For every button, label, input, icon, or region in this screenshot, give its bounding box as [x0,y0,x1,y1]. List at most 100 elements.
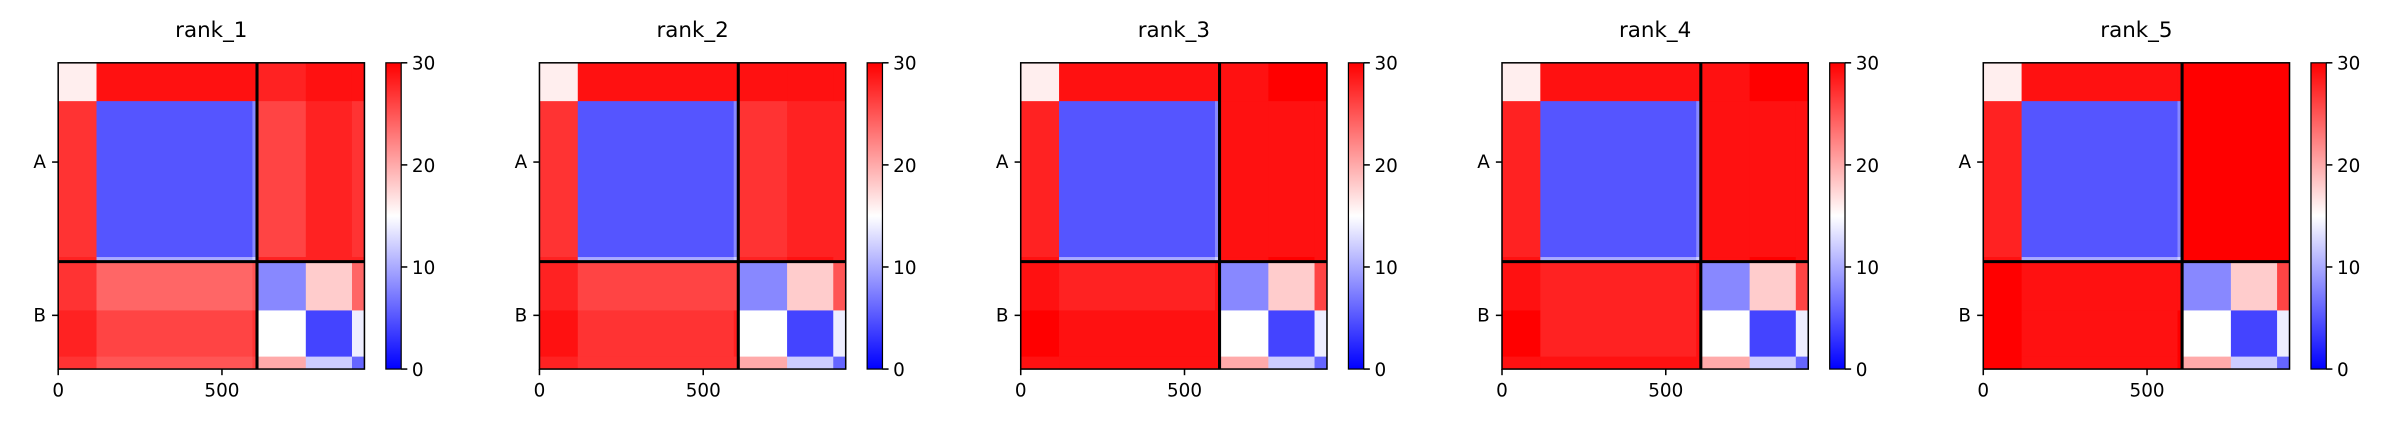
heatmap-cell [2177,101,2183,258]
heatmap-cell [1795,261,1809,311]
heatmap-cell [1214,101,1221,258]
heatmap-cell [787,261,834,311]
panel: rank_5 0 500 A B 0 10 20 30 [1958,18,2360,402]
x-tick-label: 500 [204,381,239,402]
heatmap-cell [2182,101,2232,258]
heatmap-cell [1983,356,2023,370]
axes-frame [1982,62,2291,370]
heatmap-cell [577,62,735,102]
heatmap-cell [733,257,739,263]
colorbar-tick-label: 30 [412,54,435,75]
heatmap-cell [2021,62,2178,102]
heatmap-cell [1268,310,1315,358]
heatmap-cell [1983,101,2023,258]
heatmap-cell [1214,257,1221,263]
y-tick-label: B [996,305,1009,326]
heatmap-cell [96,257,253,263]
heatmap-cell [2182,62,2232,102]
heatmap-cell [1219,261,1269,311]
heatmap-cell [2021,261,2178,311]
heatmap-cell [1268,62,1315,102]
panel-title: rank_1 [175,18,247,43]
heatmap-cell [733,62,739,102]
heatmap-cell [577,261,735,311]
heatmap-cell [1219,101,1269,258]
heatmap-cell [738,101,788,258]
heatmap-cell [2277,261,2290,311]
colorbar-tick-label: 0 [893,360,905,381]
heatmap-cell [2230,101,2278,258]
heatmap-cell [787,310,834,358]
colorbar-tick-label: 10 [2337,258,2360,279]
heatmap-cell [1749,257,1797,263]
heatmap-cell [1696,356,1702,370]
heatmap-cell [833,101,847,258]
heatmap-cell [1214,261,1221,311]
heatmap-cell [733,101,739,258]
panel: rank_2 0 500 A B 0 10 20 30 [515,18,917,402]
heatmap-cell [257,310,307,358]
heatmap-cell [539,257,579,263]
heatmap-cell [1540,257,1697,263]
heatmap-cell [96,62,253,102]
heatmap-cell [2021,310,2178,358]
heatmap-cell [305,257,353,263]
heatmap-cell [305,261,353,311]
heatmap-cell [1314,257,1328,263]
heatmap-cell [1020,62,1060,102]
heatmap-cell [1540,261,1697,311]
heatmap-cell [252,101,258,258]
panel: rank_3 0 500 A B 0 10 20 30 [996,18,1398,402]
heatmap-cell [2177,62,2183,102]
heatmap-cell [787,101,834,258]
heatmap-cell [305,356,353,370]
heatmap-cell [1502,62,1541,102]
heatmap-cell [577,356,735,370]
heatmap-cell [2182,261,2232,311]
heatmap-cell [1219,310,1269,358]
heatmap-cell [539,356,579,370]
heatmap-cell [2021,257,2178,263]
heatmap-cell [1540,310,1697,358]
heatmap-cell [787,356,834,370]
heatmap-cell [351,257,365,263]
heatmap-cell [539,261,579,311]
heatmap-cell [1219,356,1269,370]
heatmap-cell [96,261,253,311]
heatmap-cell [351,62,365,102]
colorbar-tick-label: 0 [1856,360,1868,381]
heatmap-cell [1020,101,1060,258]
heatmap-cell [1268,101,1315,258]
heatmap-cell [833,356,847,370]
heatmap-cell [1219,257,1269,263]
heatmap-cell [1059,310,1216,358]
heatmap-cell [1700,101,1751,258]
colorbar-tick-label: 0 [412,360,424,381]
heatmap-cell [1059,261,1216,311]
heatmap-cell [2277,257,2290,263]
axes-frame [57,62,366,370]
heatmap-cell [2277,62,2290,102]
heatmap-cell [58,261,97,311]
heatmap-cell [305,101,353,258]
heatmap-cell [738,257,788,263]
heatmap-cell [1314,62,1328,102]
panel-title: rank_2 [656,18,728,43]
panel-title: rank_4 [1619,18,1691,43]
colorbar-tick-label: 10 [1374,258,1397,279]
x-tick-label: 0 [534,381,546,402]
heatmap-cell [2177,257,2183,263]
panel-title: rank_5 [2100,18,2172,43]
colorbar-tick-label: 30 [893,54,916,75]
colorbar [385,62,402,370]
heatmap-cell [1314,101,1328,258]
heatmap-cell [1540,356,1697,370]
heatmap-cell [58,257,97,263]
heatmap-cell [738,356,788,370]
heatmap-cell [1540,101,1697,258]
heatmap-cell [96,310,253,358]
heatmap-cell [1268,257,1315,263]
y-tick-label: A [996,152,1009,173]
heatmap-cell [2230,310,2278,358]
